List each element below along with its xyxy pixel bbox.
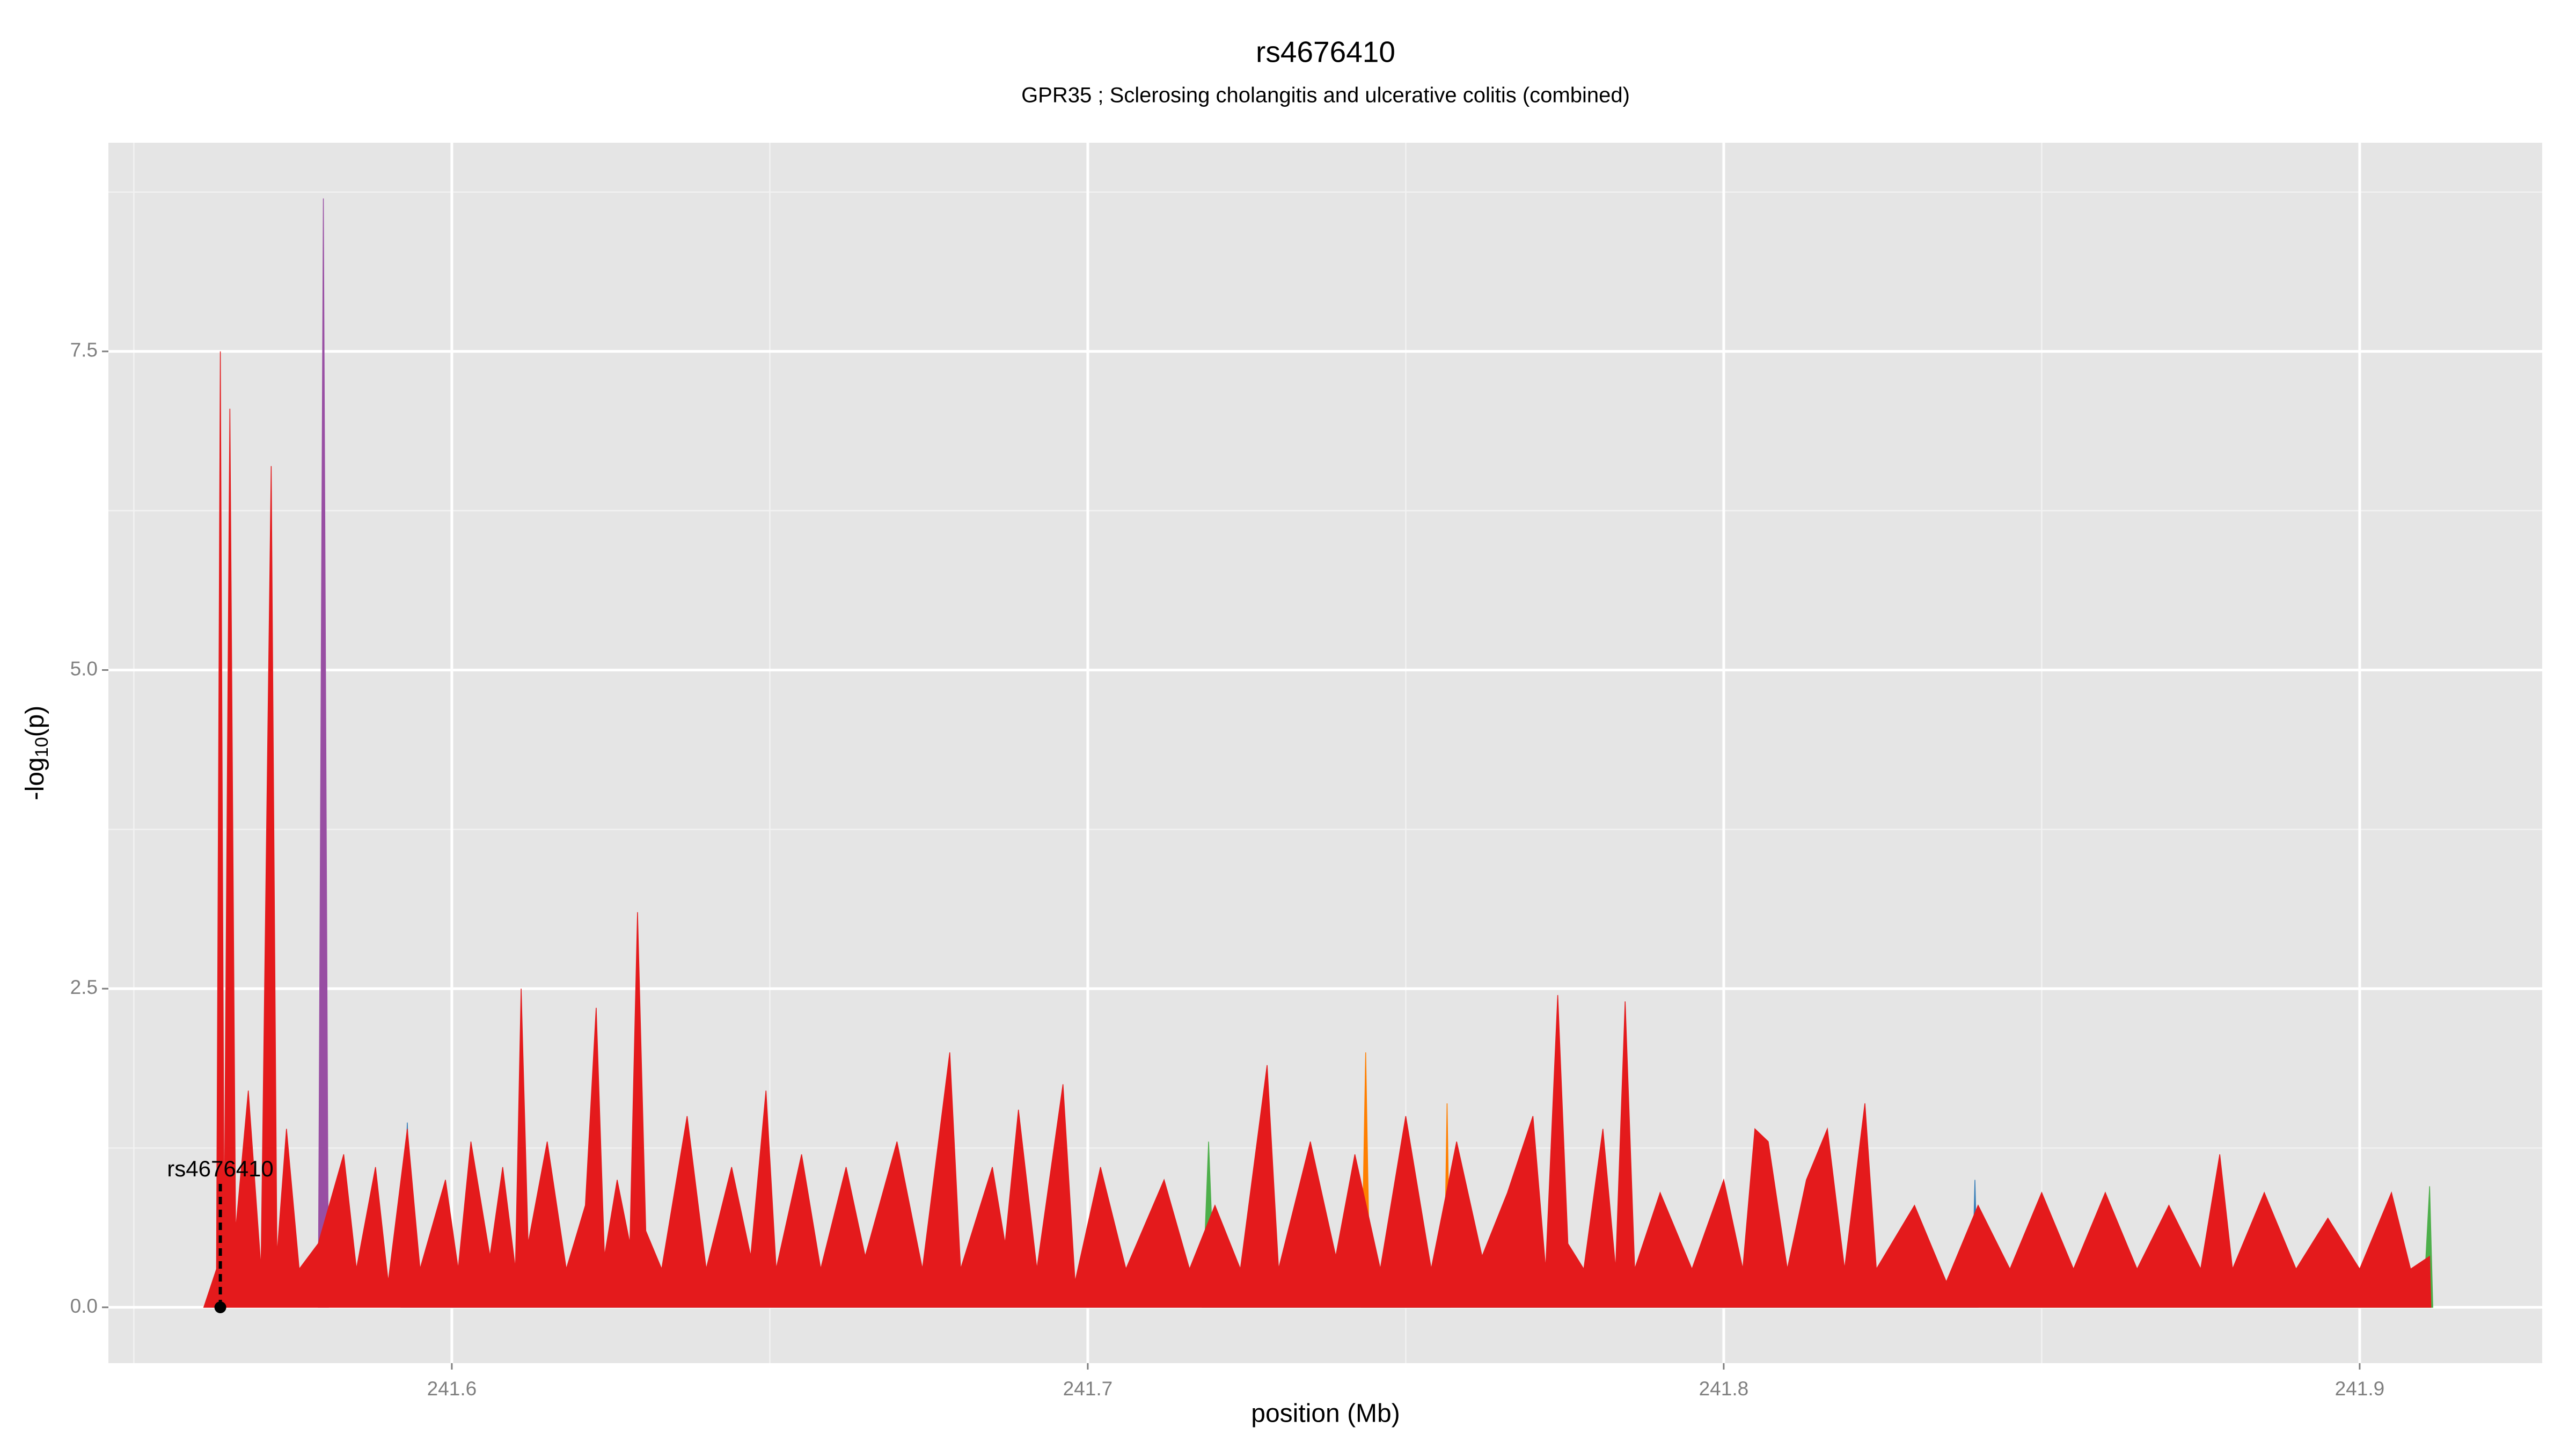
plot-panel	[108, 143, 2542, 1363]
y-axis-title: -log10(p)	[21, 706, 52, 801]
marks	[203, 198, 2433, 1308]
y-tick-label: 7.5	[70, 339, 98, 361]
y-axis-title-suffix: (p)	[21, 706, 49, 737]
y-axis-title-main: -log	[21, 757, 49, 800]
x-axis-title: position (Mb)	[1251, 1400, 1400, 1428]
highlight-point	[214, 1301, 226, 1313]
chart-subtitle: GPR35 ; Sclerosing cholangitis and ulcer…	[1021, 84, 1630, 107]
x-tick-label: 241.7	[1063, 1378, 1113, 1400]
y-tick-label: 5.0	[70, 657, 98, 679]
highlight-label: rs4676410	[167, 1156, 274, 1181]
y-tick-label: 0.0	[70, 1295, 98, 1317]
grid	[108, 143, 2542, 1363]
chart-title: rs4676410	[1256, 35, 1395, 69]
area-series	[203, 351, 2432, 1308]
y-axis-title-subscript: 10	[32, 737, 52, 757]
x-tick-label: 241.6	[427, 1378, 477, 1400]
y-tick-label: 2.5	[70, 976, 98, 998]
x-tick-label: 241.9	[2335, 1378, 2385, 1400]
x-tick-label: 241.8	[1699, 1378, 1749, 1400]
